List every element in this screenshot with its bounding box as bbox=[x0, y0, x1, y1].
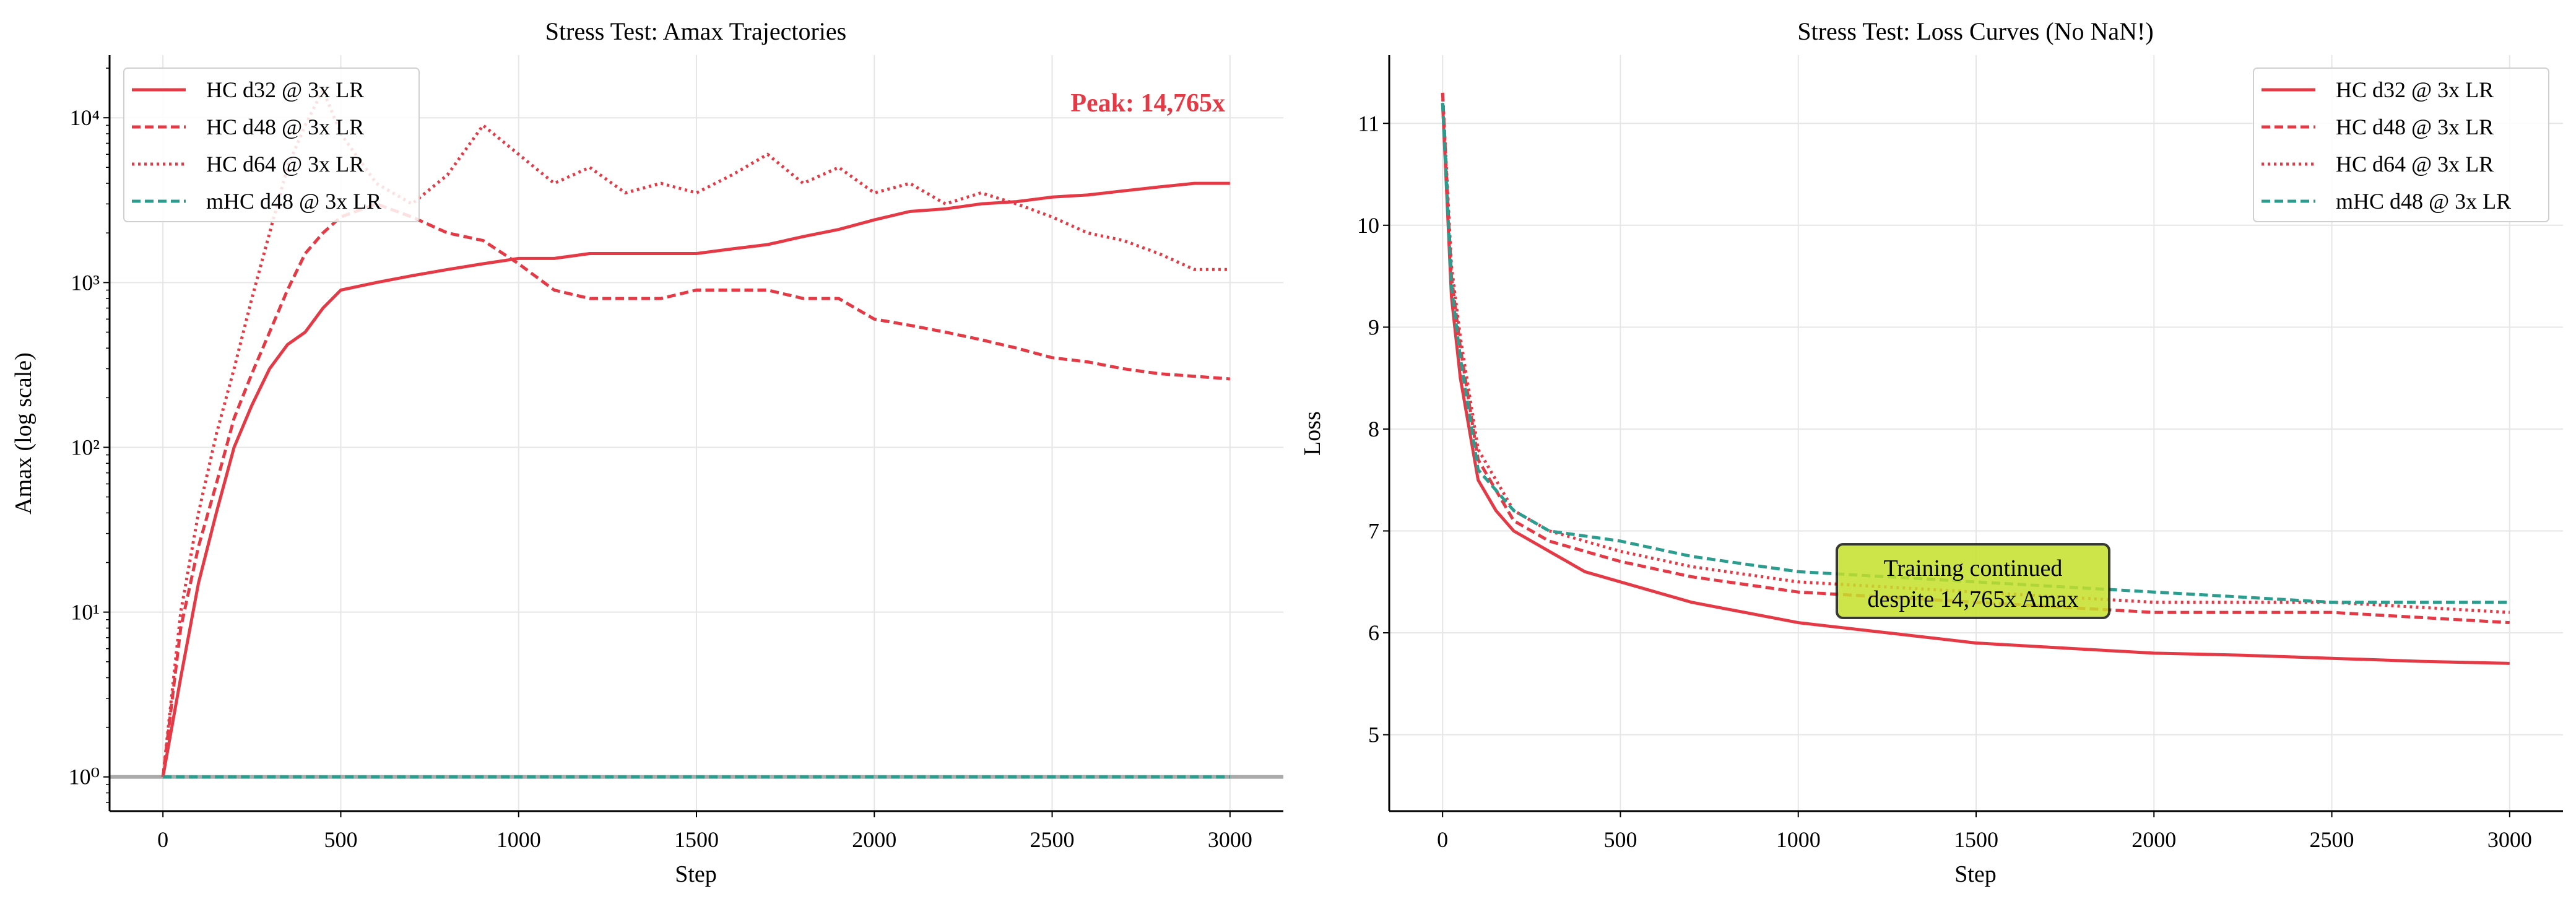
series-line-hc-d64-3x-lr bbox=[1441, 92, 2510, 614]
y-tick-label: 10 bbox=[1357, 213, 1379, 238]
legend-label: HC d64 @ 3x LR bbox=[206, 152, 364, 176]
series-line-hc-d32-3x-lr bbox=[1441, 103, 2510, 665]
x-axis-label: Step bbox=[1954, 861, 1997, 887]
y-tick-label: 10⁴ bbox=[69, 105, 100, 130]
peak-annotation: Peak: 14,765x bbox=[1070, 89, 1225, 118]
x-tick-label: 2500 bbox=[2310, 827, 2354, 852]
legend: HC d32 @ 3x LR HC d48 @ 3x LR HC d64 @ 3x … bbox=[123, 67, 420, 222]
y-tick-label: 10³ bbox=[71, 270, 100, 295]
legend-label: HC d64 @ 3x LR bbox=[2336, 152, 2494, 176]
loss-chart: 0 500 1000 1500 2000 2500 3000 5 6 7 8 9 10 11 Stress … bbox=[1299, 17, 2563, 887]
legend-label: HC d48 @ 3x LR bbox=[2336, 115, 2494, 139]
annotation-line: despite 14,765x Amax bbox=[1868, 586, 2079, 612]
y-axis-label: Amax (log scale) bbox=[11, 352, 37, 515]
series-line-hc-d32-3x-lr bbox=[161, 181, 1230, 778]
legend: HC d32 @ 3x LR HC d48 @ 3x LR HC d64 @ 3x … bbox=[2253, 67, 2549, 222]
legend-label: HC d48 @ 3x LR bbox=[206, 115, 364, 139]
y-axis-label: Loss bbox=[1299, 411, 1325, 456]
chart-title: Stress Test: Amax Trajectories bbox=[545, 17, 846, 45]
plot-area bbox=[1441, 92, 2510, 665]
x-tick-label: 2500 bbox=[1030, 827, 1075, 852]
y-tick-label: 9 bbox=[1368, 315, 1379, 339]
legend-label: mHC d48 @ 3x LR bbox=[2336, 189, 2511, 214]
amax-chart: 0 500 1000 1500 2000 2500 3000 10⁰ 10¹ 10² 10³ 10⁴ S… bbox=[11, 17, 1283, 887]
legend-label: HC d32 @ 3x LR bbox=[206, 77, 364, 102]
annotation-background bbox=[1836, 543, 2110, 619]
series-line-hc-d48-3x-lr bbox=[1441, 92, 2510, 625]
y-tick-label: 10¹ bbox=[71, 600, 100, 625]
legend-box bbox=[2253, 67, 2549, 222]
x-tick-label: 2000 bbox=[852, 827, 896, 852]
x-tick-label: 500 bbox=[324, 827, 357, 852]
x-tick-label: 3000 bbox=[1208, 827, 1252, 852]
x-tick-label: 500 bbox=[1603, 827, 1637, 852]
y-tick-label: 7 bbox=[1368, 518, 1379, 543]
x-tick-label: 1000 bbox=[497, 827, 541, 852]
y-tick-label: 5 bbox=[1368, 723, 1379, 747]
x-tick-label: 0 bbox=[1437, 827, 1448, 852]
x-tick-label: 1500 bbox=[674, 827, 719, 852]
y-tick-label: 10² bbox=[71, 435, 100, 459]
legend-box bbox=[123, 67, 420, 222]
x-axis-label: Step bbox=[675, 861, 717, 887]
legend-label: HC d32 @ 3x LR bbox=[2336, 77, 2494, 102]
annotation-line: Training continued bbox=[1884, 555, 2063, 581]
x-tick-label: 0 bbox=[157, 827, 168, 852]
plot-area bbox=[110, 88, 1283, 779]
legend-label: mHC d48 @ 3x LR bbox=[206, 189, 381, 214]
x-tick-label: 3000 bbox=[2487, 827, 2532, 852]
y-tick-label: 10⁰ bbox=[69, 765, 100, 789]
series-line-mhc-d48-3x-lr bbox=[1441, 103, 2510, 604]
series-line-hc-d48-3x-lr bbox=[161, 202, 1230, 777]
x-tick-label: 1000 bbox=[1776, 827, 1821, 852]
x-tick-label: 1500 bbox=[1954, 827, 1998, 852]
y-tick-label: 8 bbox=[1368, 417, 1379, 441]
x-tick-label: 2000 bbox=[2131, 827, 2176, 852]
chart-title: Stress Test: Loss Curves (No NaN!) bbox=[1797, 17, 2153, 45]
y-tick-label: 11 bbox=[1358, 111, 1379, 136]
y-tick-label: 6 bbox=[1368, 620, 1379, 645]
annotation-box: Training continued despite 14,765x Amax bbox=[1836, 543, 2110, 619]
